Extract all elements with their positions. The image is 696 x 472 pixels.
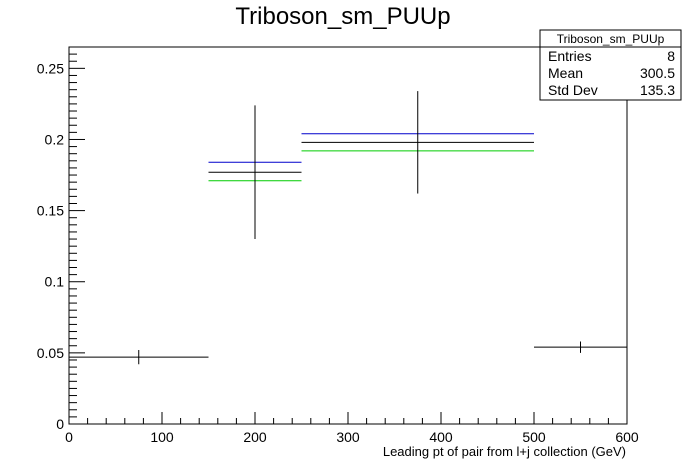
y-tick-label: 0.1: [45, 274, 65, 290]
stats-value: 300.5: [640, 65, 675, 81]
x-tick-label: 200: [243, 429, 267, 445]
series-layer: [69, 91, 627, 365]
x-tick-label: 400: [429, 429, 453, 445]
stats-box: Triboson_sm_PUUp Entries 8 Mean 300.5 Std Dev…: [539, 29, 682, 101]
stats-value: 8: [667, 48, 675, 64]
y-tick-label: 0: [56, 416, 64, 432]
x-tick-label: 600: [615, 429, 639, 445]
x-tick-label: 300: [336, 429, 360, 445]
x-axis-title: Leading pt of pair from l+j collection (…: [383, 444, 626, 459]
stats-label: Mean: [548, 65, 583, 81]
plot-frame-rect: [68, 46, 628, 425]
x-tick-label: 0: [65, 429, 73, 445]
stats-value: 135.3: [640, 82, 675, 98]
plot-frame: [68, 46, 628, 425]
x-axis: 0 100 200 300 400 500 600: [65, 412, 639, 445]
y-tick-label: 0.05: [37, 345, 64, 361]
x-tick-label: 500: [522, 429, 546, 445]
x-tick-label: 100: [150, 429, 174, 445]
y-tick-label: 0.25: [37, 60, 64, 76]
chart-title: Triboson_sm_PUUp: [235, 3, 450, 30]
stats-box-frame: [539, 29, 682, 101]
y-tick-label: 0.2: [45, 131, 65, 147]
y-axis: 0 0.05 0.1 0.15 0.2 0.25: [37, 53, 85, 432]
stats-label: Std Dev: [548, 82, 598, 98]
stats-label: Entries: [548, 48, 592, 64]
y-tick-label: 0.15: [37, 203, 64, 219]
stats-box-title: Triboson_sm_PUUp: [557, 32, 665, 46]
